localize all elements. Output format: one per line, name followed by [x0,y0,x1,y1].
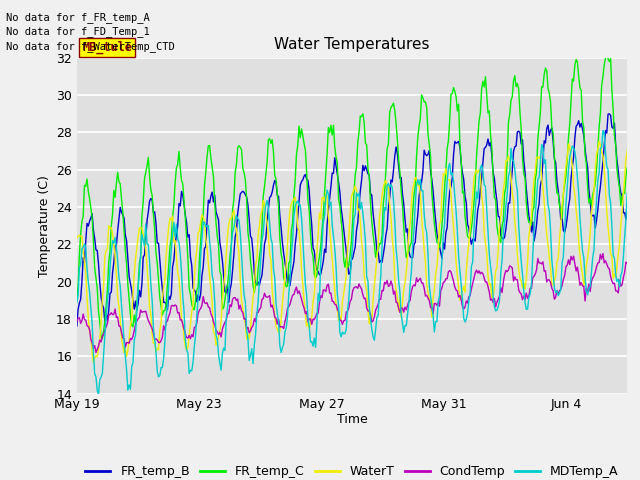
FR_temp_C [99,336,106,342]
MDTemp_A [509,158,517,164]
Y-axis label: Temperature (C): Temperature (C) [38,175,51,276]
WaterT [509,198,517,204]
Text: No data for f_WaterTemp_CTD: No data for f_WaterTemp_CTD [6,41,175,52]
FR_temp_B [392,144,400,150]
FR_temp_C [603,48,611,54]
FR_temp_C [509,78,517,84]
Line: FR_temp_B: FR_temp_B [77,114,627,326]
MDTemp_A [579,248,586,253]
MDTemp_A [498,257,506,263]
CondTemp [116,324,124,329]
Legend: FR_temp_B, FR_temp_C, WaterT, CondTemp, MDTemp_A: FR_temp_B, FR_temp_C, WaterT, CondTemp, … [80,460,624,480]
Line: FR_temp_C: FR_temp_C [77,51,627,339]
FR_temp_C [498,223,506,228]
FR_temp_C [116,181,124,187]
CondTemp [456,292,464,298]
WaterT [90,360,97,365]
CondTemp [498,289,506,295]
CondTemp [73,319,81,324]
Text: No data for f_FD_Temp_1: No data for f_FD_Temp_1 [6,26,150,37]
CondTemp [579,283,586,289]
FR_temp_C [623,165,631,171]
FR_temp_B [508,168,516,173]
MDTemp_A [599,128,607,133]
WaterT [116,316,124,322]
MDTemp_A [456,268,464,274]
FR_temp_B [115,216,123,222]
Line: WaterT: WaterT [77,141,627,362]
MDTemp_A [73,300,81,305]
FR_temp_C [456,141,464,146]
CondTemp [623,260,631,266]
FR_temp_B [623,200,631,206]
WaterT [73,235,81,241]
Title: Water Temperatures: Water Temperatures [275,37,429,52]
MDTemp_A [394,258,401,264]
WaterT [579,272,586,277]
FR_temp_B [73,323,81,329]
CondTemp [509,278,517,284]
FR_temp_C [394,137,401,143]
CondTemp [394,300,401,306]
Text: MB_tule: MB_tule [83,41,132,54]
CondTemp [92,349,100,355]
Line: MDTemp_A: MDTemp_A [77,131,627,395]
Text: No data for f_FR_temp_A: No data for f_FR_temp_A [6,12,150,23]
X-axis label: Time: Time [337,413,367,426]
FR_temp_B [455,139,463,144]
FR_temp_B [605,111,613,117]
MDTemp_A [116,283,124,288]
FR_temp_C [579,118,586,124]
WaterT [623,148,631,154]
FR_temp_B [497,233,504,239]
WaterT [456,297,464,303]
WaterT [595,138,603,144]
FR_temp_C [73,295,81,300]
CondTemp [599,251,607,256]
FR_temp_B [577,120,585,126]
MDTemp_A [95,392,102,397]
MDTemp_A [623,191,631,196]
WaterT [498,200,506,205]
Line: CondTemp: CondTemp [77,253,627,352]
WaterT [394,294,401,300]
